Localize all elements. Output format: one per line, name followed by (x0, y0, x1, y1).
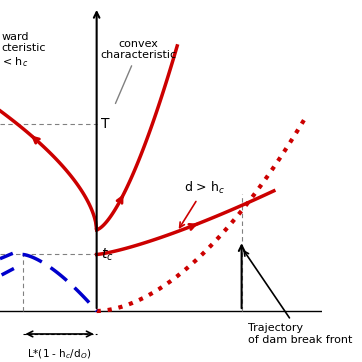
Text: T: T (101, 117, 110, 131)
Text: ward
cteristic
< h$_c$: ward cteristic < h$_c$ (1, 32, 46, 69)
Text: convex
characteristic: convex characteristic (101, 39, 177, 104)
Text: d > h$_c$: d > h$_c$ (180, 180, 225, 228)
Text: L*(1 - h$_c$/d$_O$): L*(1 - h$_c$/d$_O$) (28, 347, 92, 361)
Text: Trajectory
of dam break front: Trajectory of dam break front (244, 251, 353, 345)
Text: $t_c$: $t_c$ (101, 246, 114, 263)
